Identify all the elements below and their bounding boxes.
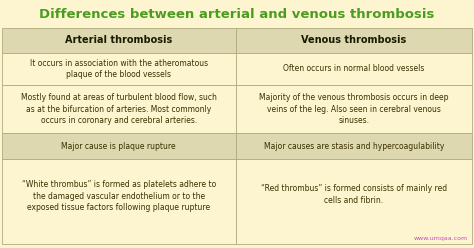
Text: Mostly found at areas of turbulent blood flow, such
as at the bifurcation of art: Mostly found at areas of turbulent blood… bbox=[21, 93, 217, 125]
Bar bbox=[236, 133, 472, 159]
Bar bbox=[2, 85, 236, 133]
Bar bbox=[236, 85, 472, 133]
Text: Major causes are stasis and hypercoagulability: Major causes are stasis and hypercoagula… bbox=[264, 142, 444, 151]
Text: Arterial thrombosis: Arterial thrombosis bbox=[65, 35, 173, 45]
Bar bbox=[236, 28, 472, 53]
Text: Differences between arterial and venous thrombosis: Differences between arterial and venous … bbox=[39, 7, 435, 21]
Bar bbox=[236, 53, 472, 85]
Text: Venous thrombosis: Venous thrombosis bbox=[301, 35, 406, 45]
Text: It occurs in association with the atheromatous
plaque of the blood vessels: It occurs in association with the athero… bbox=[30, 59, 208, 79]
Bar bbox=[2, 133, 236, 159]
Bar bbox=[236, 159, 472, 244]
Text: “White thrombus” is formed as platelets adhere to
the damaged vascular endotheli: “White thrombus” is formed as platelets … bbox=[22, 181, 216, 212]
Bar bbox=[2, 28, 236, 53]
Text: Often occurs in normal blood vessels: Often occurs in normal blood vessels bbox=[283, 64, 425, 73]
Text: Major cause is plaque rupture: Major cause is plaque rupture bbox=[62, 142, 176, 151]
Bar bbox=[2, 53, 236, 85]
Text: “Red thrombus” is formed consists of mainly red
cells and fibrin.: “Red thrombus” is formed consists of mai… bbox=[261, 184, 447, 205]
Text: Majority of the venous thrombosis occurs in deep
veins of the leg. Also seen in : Majority of the venous thrombosis occurs… bbox=[259, 93, 448, 125]
Bar bbox=[2, 159, 236, 244]
Text: www.umqaa.com: www.umqaa.com bbox=[414, 236, 468, 241]
